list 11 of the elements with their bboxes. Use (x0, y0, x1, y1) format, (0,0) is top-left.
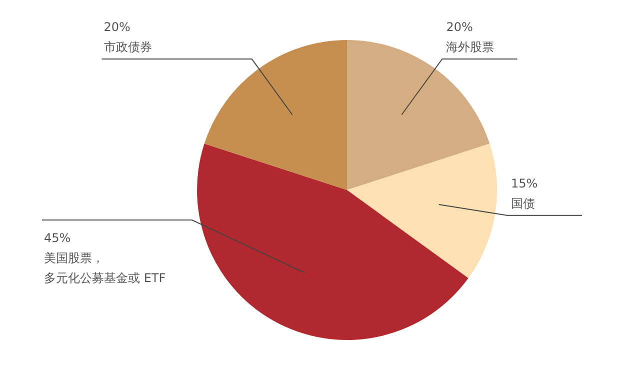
slice-label: 海外股票 (446, 40, 494, 54)
data-label: 20% (104, 20, 130, 34)
pie-slice (197, 144, 468, 340)
slice-label: 国债 (511, 196, 536, 210)
data-label: 45% (44, 231, 71, 245)
pie-slice (347, 144, 497, 278)
data-label: 20% (446, 20, 473, 34)
data-label: 15% (511, 176, 538, 190)
pie-slice (204, 40, 347, 190)
slice-label: 美国股票，多元化公募基金或 ETF (44, 251, 166, 285)
slice-label: 市政债券 (104, 40, 152, 54)
